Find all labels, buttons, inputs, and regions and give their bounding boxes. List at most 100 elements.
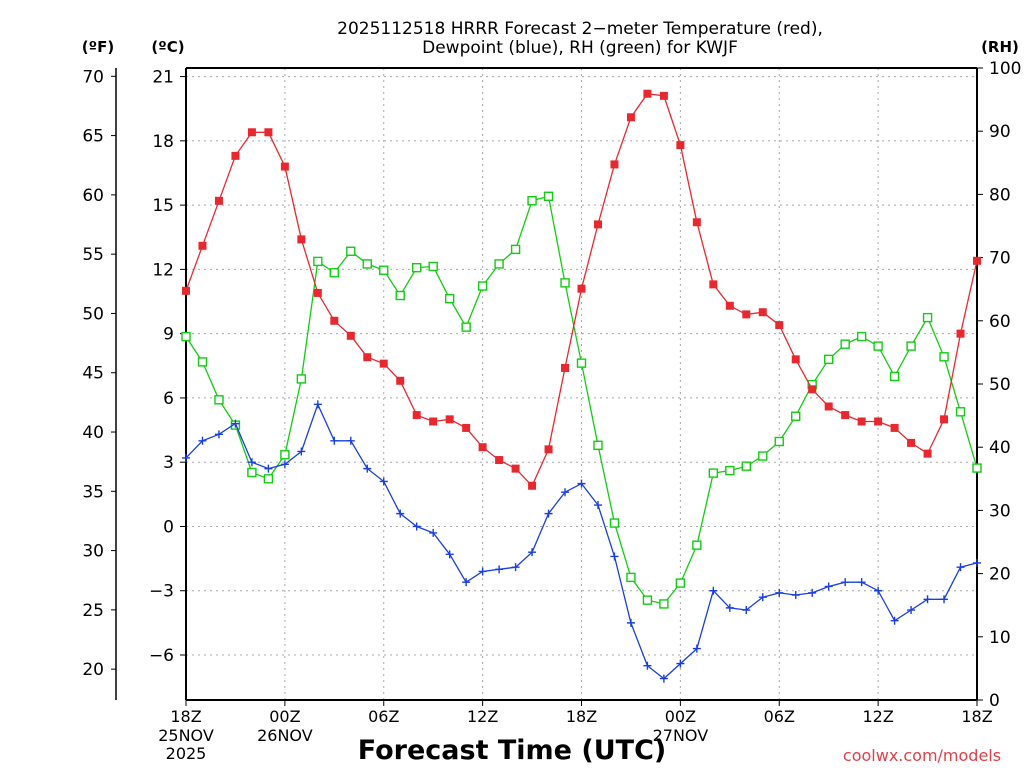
dewpoint-point — [824, 582, 833, 591]
rh-point — [395, 290, 405, 301]
dewpoint-point — [659, 674, 668, 683]
dewpoint-point — [890, 616, 899, 625]
temperature-point — [495, 456, 504, 465]
dewpoint-point — [643, 661, 652, 670]
rh-point — [593, 440, 603, 451]
rh-point — [197, 357, 208, 367]
rh-point — [642, 595, 653, 605]
rh-point — [461, 322, 471, 332]
rh-point — [906, 341, 916, 351]
dewpoint-point — [396, 509, 405, 518]
dewpoint-point — [725, 603, 734, 612]
temperature-point — [511, 464, 520, 473]
fahrenheit-tick-label: 60 — [82, 186, 104, 206]
rh-point — [889, 371, 900, 382]
rh-point — [412, 263, 422, 273]
temperature-point — [280, 162, 289, 171]
dewpoint-point — [313, 400, 322, 409]
temperature-point — [445, 415, 454, 424]
rh-tick-label: 50 — [989, 375, 1011, 395]
dewpoint-point — [462, 578, 471, 587]
dewpoint-point — [874, 586, 883, 595]
temperature-point — [956, 329, 965, 338]
temperature-point — [659, 91, 668, 100]
temperature-point — [198, 241, 207, 250]
temperature-point — [247, 128, 256, 137]
dewpoint-point — [841, 578, 850, 587]
dewpoint-point — [528, 548, 537, 557]
dewpoint-point — [363, 464, 372, 473]
temperature-point — [857, 417, 866, 426]
rh-point — [181, 331, 191, 342]
dewpoint-point — [791, 591, 800, 600]
x-tick-label: 06Z — [368, 707, 399, 726]
rh-point — [560, 278, 570, 288]
dewpoint-point — [231, 419, 240, 428]
celsius-tick-label: 9 — [163, 325, 174, 345]
dewpoint-point — [923, 595, 932, 604]
dewpoint-point — [379, 477, 388, 486]
dewpoint-point — [577, 479, 586, 488]
rh-point — [791, 411, 801, 421]
x-tick-label: 12Z — [467, 707, 498, 726]
rh-point — [675, 578, 686, 588]
dewpoint-point — [495, 565, 504, 574]
temperature-point — [478, 443, 487, 452]
dewpoint-point — [956, 563, 965, 572]
fahrenheit-tick-label: 70 — [82, 67, 104, 87]
celsius-axis-label: (ºC) — [151, 38, 184, 56]
dewpoint-point — [264, 464, 273, 473]
x-tick-date-label: 26NOV — [257, 726, 313, 745]
rh-tick-label: 10 — [989, 628, 1011, 648]
series-layer — [181, 89, 982, 683]
fahrenheit-tick-label: 30 — [82, 542, 104, 562]
temperature-point — [890, 423, 899, 432]
fahrenheit-tick-label: 45 — [82, 364, 104, 384]
temperature-point — [363, 353, 372, 362]
rh-point — [922, 312, 933, 323]
rh-point — [741, 461, 751, 471]
dewpoint-point — [511, 563, 520, 572]
dewpoint-point — [429, 528, 438, 537]
rh-point — [329, 268, 340, 278]
fahrenheit-tick-label: 35 — [82, 482, 104, 502]
rh-point — [313, 256, 323, 267]
rh-tick-label: 100 — [989, 59, 1021, 79]
rh-point — [823, 354, 834, 365]
celsius-tick-label: 18 — [152, 132, 174, 152]
temperature-point — [577, 284, 586, 293]
temperature-point — [544, 445, 553, 454]
temperature-point — [313, 288, 322, 297]
rh-point — [280, 450, 290, 460]
temperature-point — [182, 286, 190, 295]
dewpoint-point — [445, 550, 454, 559]
rh-point — [346, 246, 356, 256]
temperature-point — [709, 280, 718, 289]
dewpoint-point — [758, 593, 767, 602]
chart-subtitle: Dewpoint (blue), RH (green) for KWJF — [422, 38, 738, 58]
rh-point — [494, 259, 504, 269]
rh-point — [939, 352, 949, 362]
dewpoint-point — [544, 509, 553, 518]
temperature-point — [561, 363, 570, 372]
dewpoint-point — [297, 447, 306, 456]
rh-tick-label: 40 — [989, 438, 1011, 458]
temperature-point — [725, 301, 734, 310]
rh-point — [296, 374, 307, 384]
rh-point — [725, 465, 735, 476]
dewpoint-point — [940, 595, 949, 604]
temperature-point — [676, 141, 685, 150]
dewpoint-point — [593, 501, 602, 510]
fahrenheit-axis-label: (ºF) — [82, 38, 114, 56]
fahrenheit-tick-label: 55 — [82, 245, 104, 265]
celsius-tick-label: 3 — [163, 453, 174, 473]
x-tick-label: 18Z — [170, 707, 201, 726]
dewpoint-point — [247, 458, 256, 467]
dewpoint-point — [973, 558, 981, 567]
fahrenheit-tick-label: 65 — [82, 127, 104, 147]
x-axis-label: Forecast Time (UTC) — [358, 735, 666, 766]
x-tick-date-label: 27NOV — [653, 726, 709, 745]
dewpoint-point — [709, 586, 718, 595]
